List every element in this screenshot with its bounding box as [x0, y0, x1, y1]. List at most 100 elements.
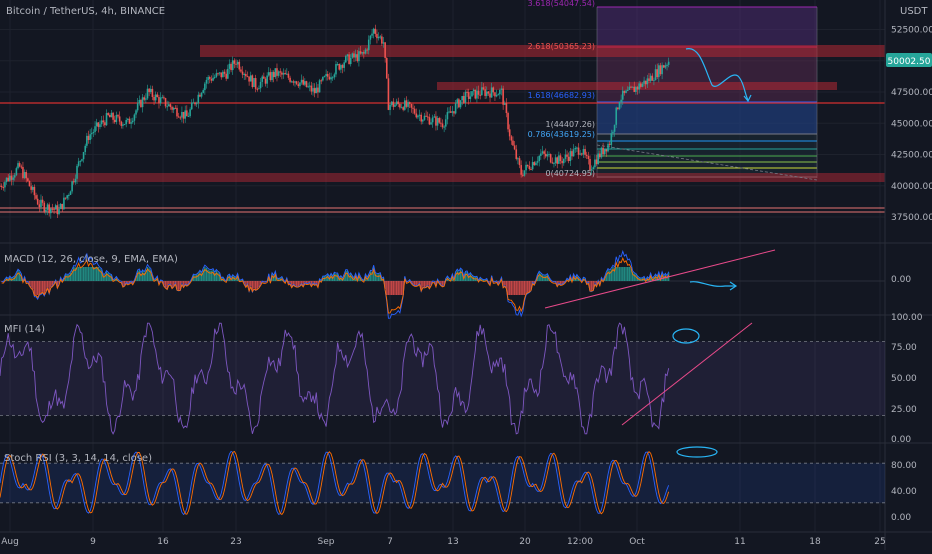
candle-body	[160, 97, 162, 103]
candle-body	[40, 200, 42, 207]
candle-body	[386, 58, 388, 78]
candle-body	[555, 157, 557, 163]
candle-body	[365, 50, 367, 54]
candle-body	[122, 124, 124, 125]
candle-body	[270, 72, 272, 80]
candle-body	[24, 172, 26, 178]
macd-histogram-bar	[627, 267, 628, 281]
macd-histogram-bar	[178, 281, 179, 290]
mfi-tick-0: 0.00	[891, 435, 911, 445]
candle-body	[489, 94, 491, 98]
candle-body	[170, 104, 172, 107]
candle-body	[129, 119, 131, 124]
candle-body	[179, 117, 181, 118]
candle-body	[57, 205, 59, 214]
candle-body	[488, 91, 490, 93]
macd-histogram-bar	[399, 281, 400, 295]
candle-body	[473, 90, 475, 91]
candle-body	[650, 76, 652, 81]
candle-body	[404, 100, 406, 109]
candle-body	[257, 89, 259, 90]
candle-body	[245, 74, 247, 76]
candle-body	[312, 88, 314, 91]
candle-body	[425, 116, 427, 117]
candle-body	[302, 80, 304, 85]
macd-title: MACD (12, 26, close, 9, EMA, EMA)	[4, 254, 178, 265]
time-tick-label: 18	[809, 537, 821, 547]
candle-body	[512, 141, 514, 146]
candle-body	[607, 144, 609, 151]
candle-body	[599, 154, 601, 158]
candle-body	[330, 77, 332, 79]
candle-body	[560, 155, 562, 161]
candle-body	[420, 115, 422, 122]
candle-body	[78, 161, 80, 165]
fib-level-label: 2.618(50365.23)	[528, 42, 595, 51]
candle-body	[48, 204, 50, 213]
candle-body	[399, 104, 401, 107]
candle-body	[279, 71, 281, 72]
candle-body	[658, 65, 660, 77]
candle-body	[107, 113, 109, 115]
candle-body	[68, 195, 70, 196]
macd-histogram-bar	[88, 267, 89, 281]
candle-body	[497, 94, 499, 95]
candle-body	[94, 126, 96, 132]
candle-body	[606, 150, 608, 152]
candle-body	[601, 148, 603, 157]
candle-body	[165, 98, 167, 106]
candle-body	[389, 105, 391, 110]
fibonacci-extension[interactable]	[597, 7, 817, 178]
candle-body	[617, 108, 619, 110]
candle-body	[116, 115, 118, 122]
mfi-tick-100: 100.00	[891, 313, 923, 323]
candle-body	[247, 76, 249, 77]
candle-body	[317, 88, 319, 93]
macd-histogram-bar	[370, 271, 371, 281]
candle-body	[219, 72, 221, 73]
time-tick-label: 25	[874, 537, 885, 547]
candle-body	[21, 166, 23, 167]
macd-histogram-bar	[504, 281, 505, 285]
candle-body	[191, 103, 193, 110]
candle-body	[209, 77, 211, 79]
macd-histogram-bar	[32, 281, 33, 289]
macd-histogram-bar	[416, 281, 417, 285]
candle-body	[201, 93, 203, 97]
candle-body	[501, 89, 503, 90]
candle-body	[127, 119, 129, 120]
candle-body	[88, 136, 90, 140]
candle-body	[522, 175, 524, 176]
candle-body	[597, 154, 599, 164]
candle-body	[278, 71, 280, 75]
candle-body	[47, 204, 49, 209]
candle-body	[624, 91, 626, 93]
candle-body	[227, 69, 229, 79]
candle-body	[366, 50, 368, 51]
candle-body	[435, 116, 437, 125]
candle-body	[286, 74, 288, 75]
candle-body	[383, 42, 385, 43]
candle-body	[622, 91, 624, 100]
macd-histogram-bar	[524, 281, 525, 295]
macd-histogram-bar	[109, 274, 110, 281]
macd-histogram-bar	[294, 281, 295, 285]
fib-level-label: 1(44407.26)	[545, 120, 595, 129]
candle-body	[101, 120, 103, 124]
mfi-title: MFI (14)	[4, 324, 45, 335]
candle-body	[45, 210, 47, 212]
macd-histogram-bar	[106, 272, 107, 281]
candle-body	[22, 167, 24, 178]
candle-body	[276, 68, 278, 76]
candle-body	[299, 83, 301, 87]
candle-body	[440, 123, 442, 124]
candle-body	[194, 102, 196, 104]
candle-body	[465, 92, 467, 103]
candle-body	[663, 65, 665, 67]
candle-body	[409, 102, 411, 104]
candle-body	[42, 200, 44, 203]
candle-body	[537, 161, 539, 163]
candle-body	[80, 161, 82, 162]
candle-body	[139, 100, 141, 103]
